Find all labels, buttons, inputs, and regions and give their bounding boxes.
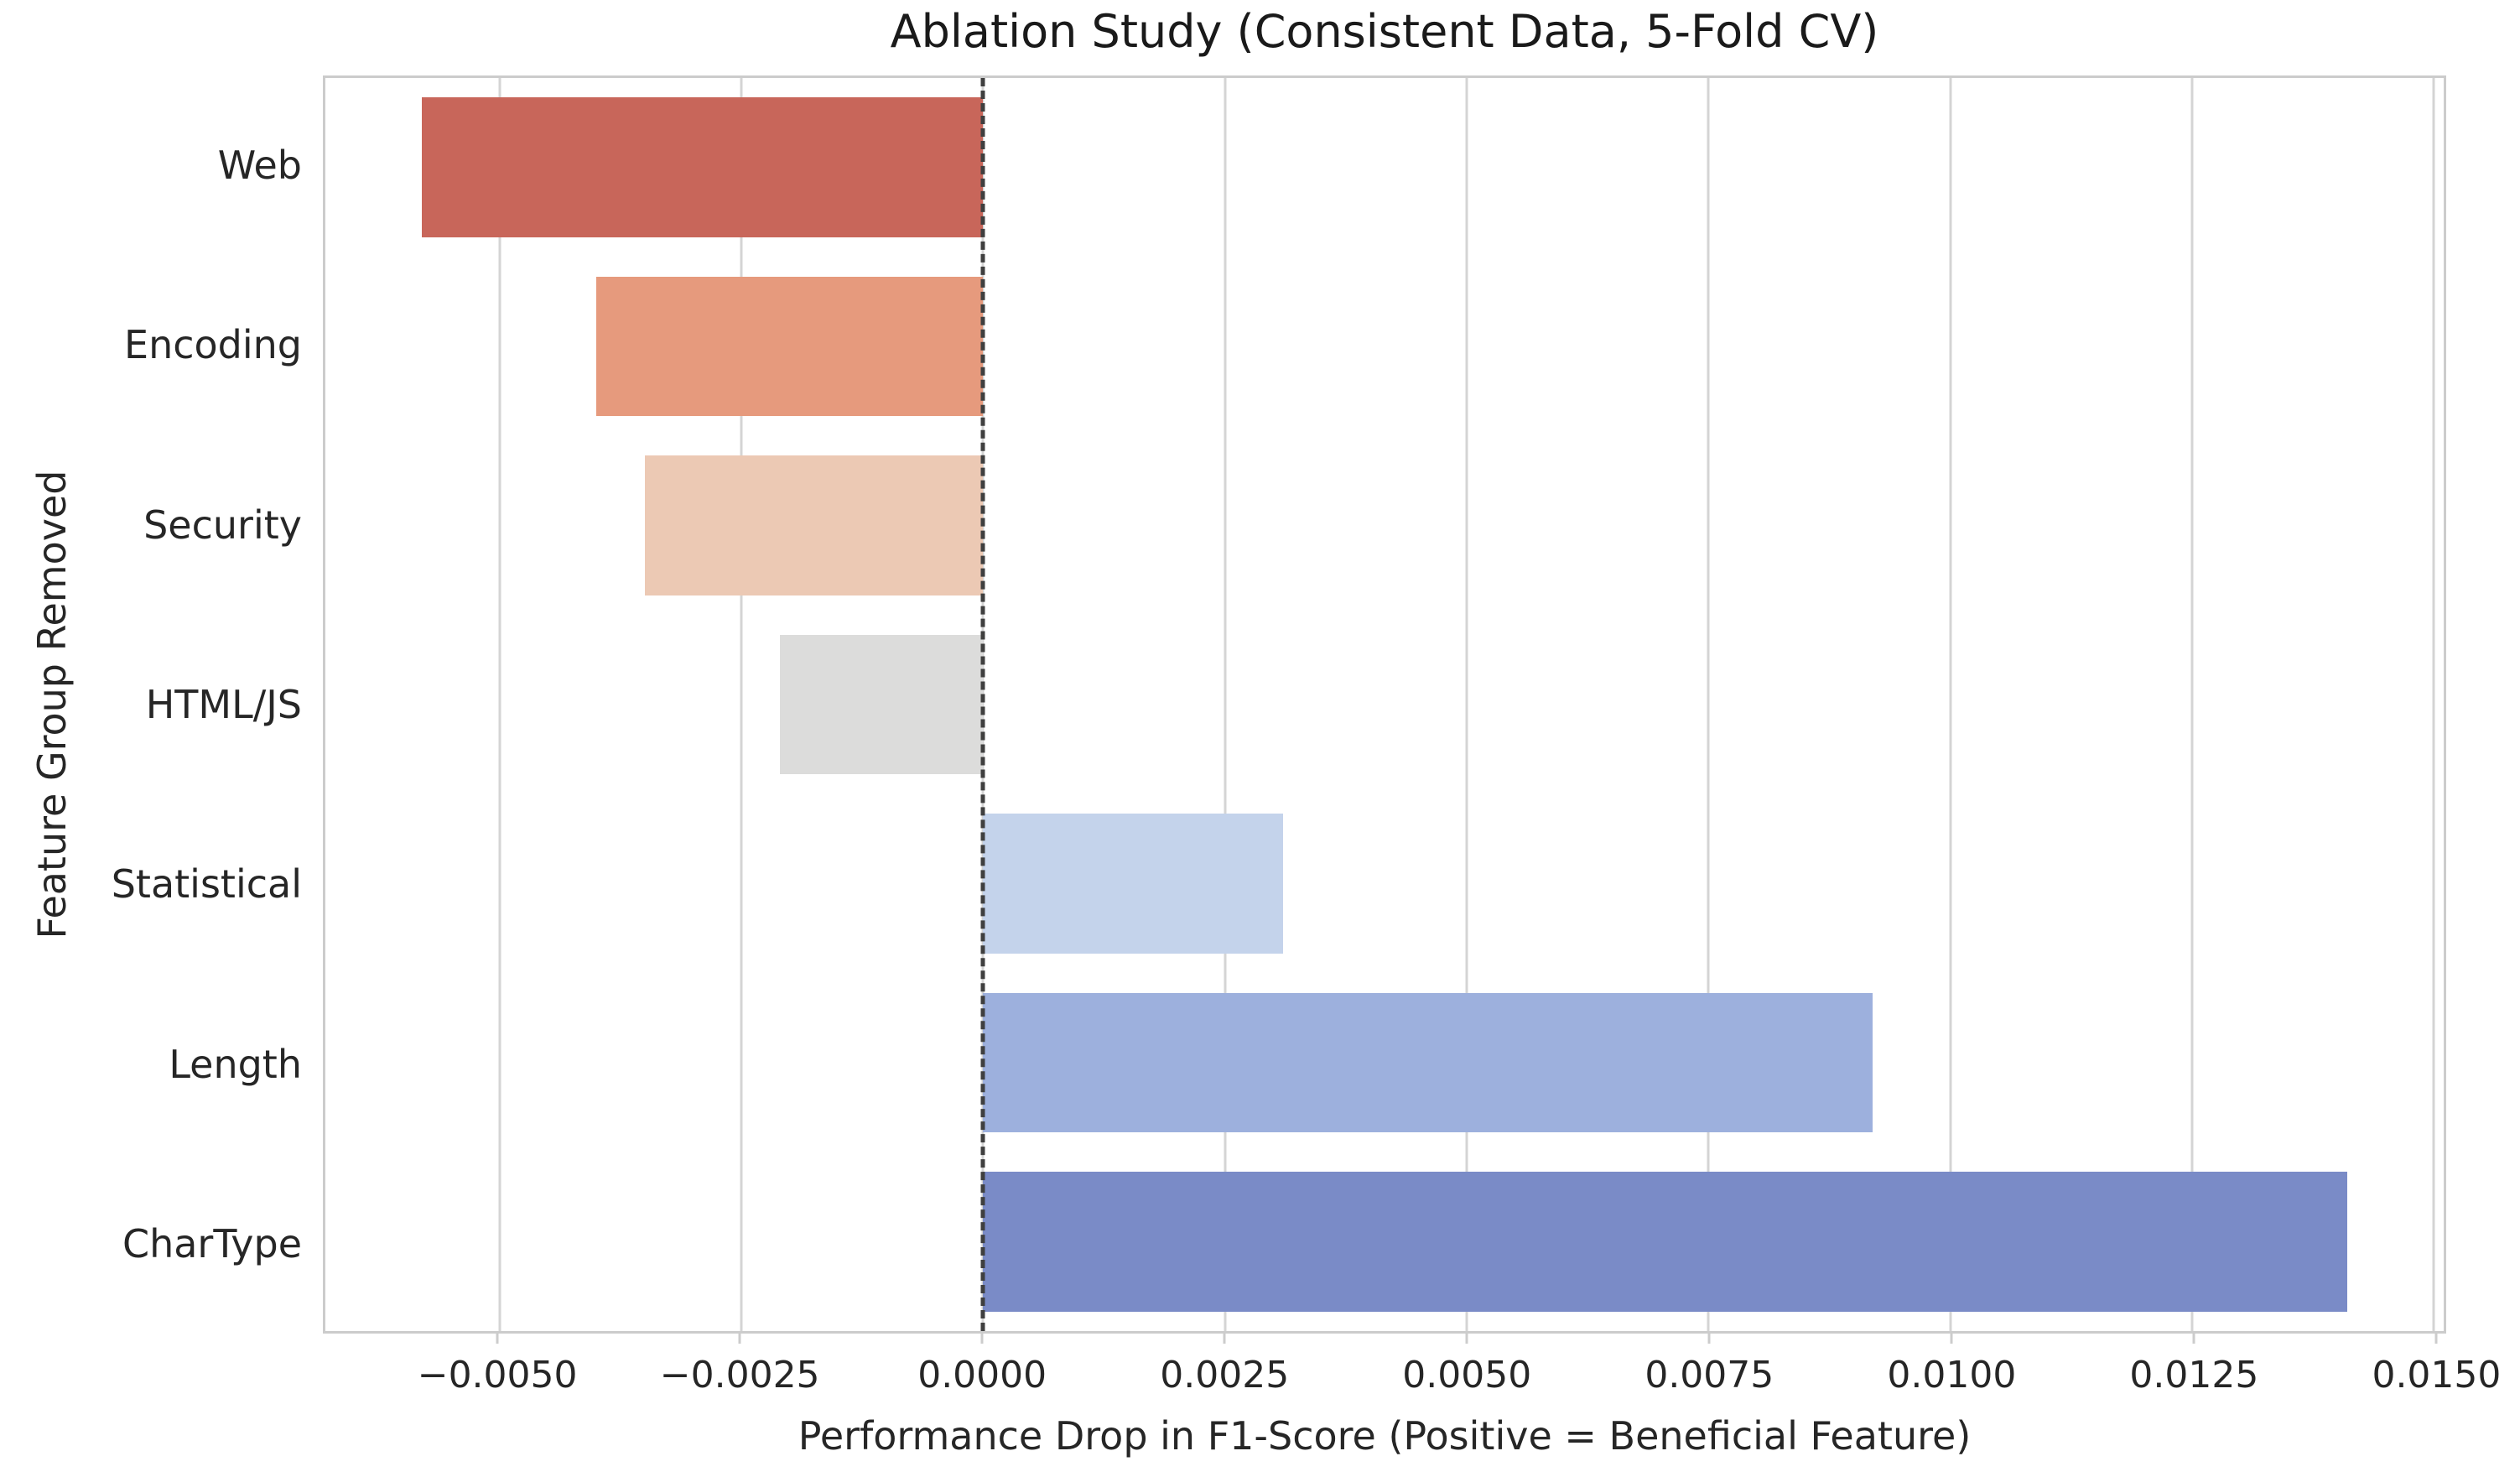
bar-length (983, 992, 1873, 1133)
x-tick-mark-0-0100 (1950, 1334, 1953, 1344)
x-tick-label-0-0000: 0.0000 (917, 1354, 1047, 1396)
x-tick-label-0-0100: 0.0100 (1887, 1354, 2017, 1396)
x-tick-mark-0-0125 (2192, 1334, 2195, 1344)
x-tick-label-0-0125: 0.0125 (2129, 1354, 2259, 1396)
x-tick-label--0-0025: −0.0025 (659, 1354, 820, 1396)
gridline-0-0150 (2432, 78, 2435, 1331)
x-tick-label-0-0025: 0.0025 (1160, 1354, 1290, 1396)
x-tick-label-0-0075: 0.0075 (1644, 1354, 1774, 1396)
gridline-0-0100 (1949, 78, 1952, 1331)
gridline-0-0050 (1465, 78, 1468, 1331)
gridline-0-0025 (1224, 78, 1227, 1331)
bar-html-js (780, 634, 984, 775)
x-tick-mark-0-0050 (1465, 1334, 1468, 1344)
x-tick-label-0-0150: 0.0150 (2372, 1354, 2502, 1396)
x-tick-label--0-0050: −0.0050 (417, 1354, 578, 1396)
y-tick-label-chartype: CharType (122, 1220, 302, 1266)
gridline--0-0025 (740, 78, 743, 1331)
x-tick-mark--0-0025 (738, 1334, 741, 1344)
gridline-0-0125 (2190, 78, 2194, 1331)
x-tick-mark-0-0075 (1707, 1334, 1711, 1344)
chart-title: Ablation Study (Consistent Data, 5-Fold … (890, 5, 1879, 58)
y-tick-labels: Web Encoding Security HTML/JS Statistical Len… (0, 75, 302, 1334)
gridline-0-0075 (1707, 78, 1710, 1331)
y-tick-label-statistical: Statistical (111, 861, 302, 908)
y-tick-label-encoding: Encoding (124, 322, 302, 368)
bar-encoding (595, 276, 984, 417)
x-tick-mark--0-0050 (496, 1334, 499, 1344)
y-tick-label-web: Web (217, 143, 302, 189)
zero-reference-line (980, 78, 985, 1331)
bar-chartype (983, 1172, 2347, 1312)
x-axis-label: Performance Drop in F1-Score (Positive =… (798, 1413, 1972, 1459)
x-tick-mark-0-0150 (2434, 1334, 2438, 1344)
y-tick-label-security: Security (143, 502, 302, 548)
bar-web (422, 97, 984, 237)
x-tick-mark-0-0025 (1223, 1334, 1226, 1344)
x-tick-mark-0-0000 (980, 1334, 984, 1344)
bar-statistical (983, 814, 1283, 954)
x-tick-labels: −0.0050 −0.0025 0.0000 0.0025 0.0050 0.0075 0.… (323, 1334, 2501, 1434)
bar-security (644, 455, 984, 595)
y-tick-label-html-js: HTML/JS (145, 682, 302, 727)
plot-area (323, 75, 2446, 1334)
x-tick-label-0-0050: 0.0050 (1402, 1354, 1532, 1396)
gridline--0-0050 (498, 78, 501, 1331)
y-tick-label-length: Length (169, 1041, 302, 1087)
